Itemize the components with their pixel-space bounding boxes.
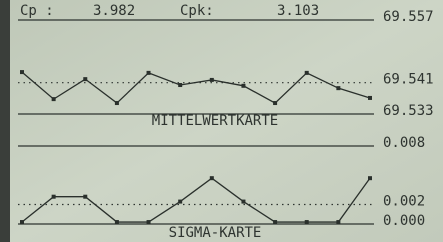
data-point <box>178 83 182 87</box>
chart-title: MITTELWERTKARTE <box>152 113 278 129</box>
data-point <box>368 96 372 100</box>
cp-label: Cp : <box>20 3 54 19</box>
data-point <box>305 220 309 224</box>
data-point <box>241 200 245 204</box>
data-point <box>20 70 24 74</box>
y-tick-label: 69.557 <box>383 9 434 25</box>
data-point <box>115 101 119 105</box>
y-tick-label: 0.002 <box>383 194 425 210</box>
chart-title: SIGMA-KARTE <box>169 225 262 241</box>
data-point <box>305 71 309 75</box>
cpk-label: Cpk: <box>180 3 214 19</box>
data-point <box>241 84 245 88</box>
y-tick-label: 0.008 <box>383 135 425 151</box>
data-point <box>83 195 87 199</box>
data-point <box>336 86 340 90</box>
y-tick-label: 69.533 <box>383 103 434 119</box>
lcd-screen: Cp : 3.982 Cpk: 3.103 69.533 69.541 69.557… <box>0 0 443 242</box>
data-point <box>52 195 56 199</box>
data-point <box>368 176 372 180</box>
y-tick-label: 69.541 <box>383 72 434 88</box>
data-point <box>336 220 340 224</box>
data-point <box>147 220 151 224</box>
data-point <box>210 176 214 180</box>
data-point <box>115 220 119 224</box>
data-point <box>273 101 277 105</box>
cpk-value: 3.103 <box>277 3 319 19</box>
cp-value: 3.982 <box>93 3 135 19</box>
y-tick-label: 0.000 <box>383 213 425 229</box>
data-point <box>20 220 24 224</box>
data-point <box>147 71 151 75</box>
data-point <box>273 220 277 224</box>
data-point <box>178 200 182 204</box>
page: Cp : 3.982 Cpk: 3.103 69.533 69.541 69.557… <box>0 0 443 242</box>
data-point <box>52 97 56 101</box>
data-point <box>210 78 214 82</box>
data-point <box>83 77 87 81</box>
